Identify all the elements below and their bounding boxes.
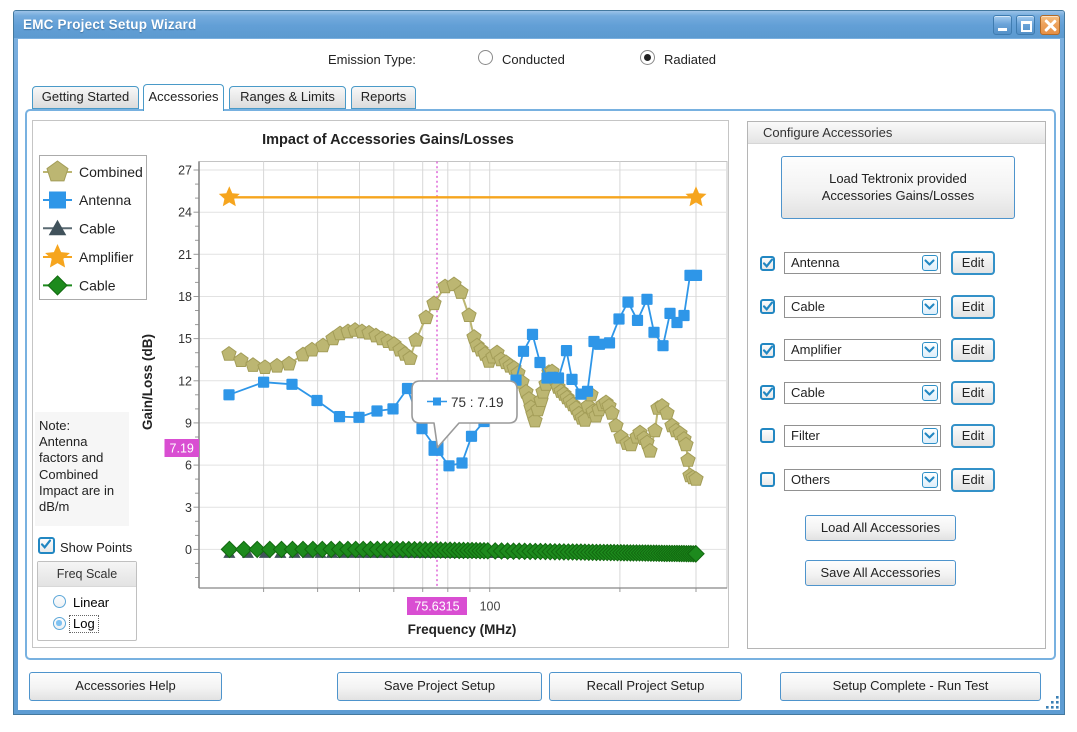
svg-text:24: 24 (178, 206, 192, 220)
svg-text:Gain/Loss (dB): Gain/Loss (dB) (140, 334, 155, 430)
svg-text:Frequency (MHz): Frequency (MHz) (408, 622, 517, 637)
svg-text:Antenna: Antenna (79, 192, 131, 208)
svg-text:15: 15 (178, 332, 192, 346)
svg-text:7.19: 7.19 (170, 442, 194, 456)
svg-text:75 : 7.19: 75 : 7.19 (451, 395, 504, 410)
svg-text:9: 9 (185, 416, 192, 430)
svg-text:100: 100 (480, 600, 501, 614)
svg-text:Cable: Cable (79, 220, 116, 236)
svg-text:27: 27 (178, 164, 192, 178)
svg-text:Combined: Combined (79, 164, 143, 180)
svg-text:Impact of Accessories Gains/Lo: Impact of Accessories Gains/Losses (262, 132, 514, 148)
svg-text:Cable: Cable (79, 277, 116, 293)
svg-text:3: 3 (185, 501, 192, 515)
svg-text:21: 21 (178, 248, 192, 262)
svg-text:75.6315: 75.6315 (414, 600, 459, 614)
svg-text:12: 12 (178, 374, 192, 388)
svg-text:0: 0 (185, 543, 192, 557)
svg-text:6: 6 (185, 459, 192, 473)
svg-text:18: 18 (178, 290, 192, 304)
svg-text:Amplifier: Amplifier (79, 249, 134, 265)
